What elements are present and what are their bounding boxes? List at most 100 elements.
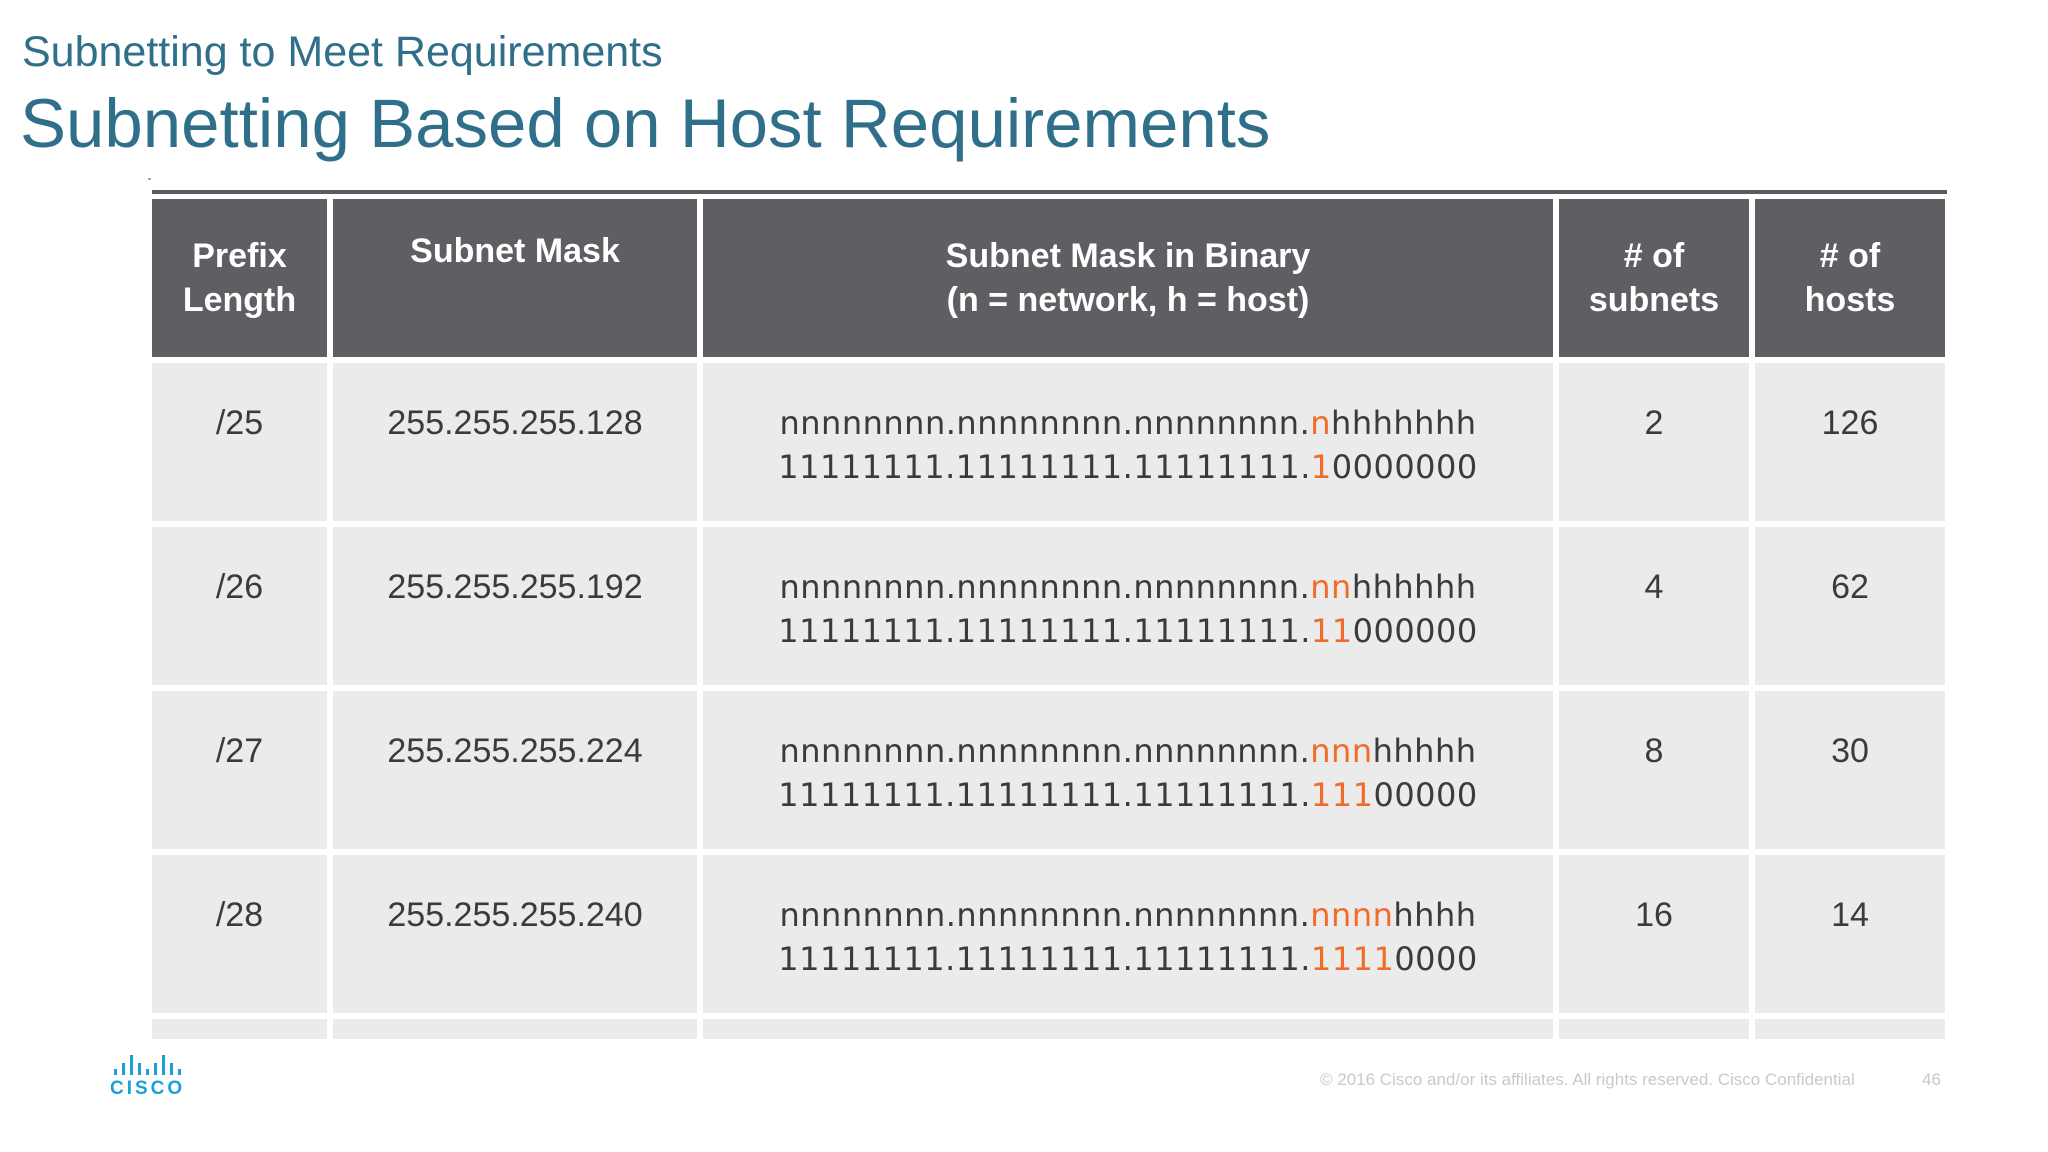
binary-cell: nnnnnnnn.nnnnnnnn.nnnnnnnn.nnhhhhhh 1111… <box>703 527 1553 685</box>
binary-host-bits: 000000 <box>1352 612 1478 650</box>
mask-value: 255.255.255.224 <box>387 732 643 770</box>
column-header-line: Subnet Mask <box>410 232 620 270</box>
copyright-footer: © 2016 Cisco and/or its affiliates. All … <box>1320 1070 1855 1089</box>
hosts-value: 14 <box>1831 896 1869 934</box>
subnet-table-container: Prefix Length Subnet Mask Subnet Mask in… <box>152 199 1947 1039</box>
table-row-cut-off <box>152 1019 1945 1039</box>
column-header-line: subnets <box>1588 281 1720 319</box>
cut-cell <box>1559 1019 1749 1039</box>
column-header-line: (n = network, h = host) <box>946 281 1310 319</box>
table-top-rule <box>152 190 1947 194</box>
binary-mask: 11111111.11111111.11111111.11110000 <box>703 937 1553 981</box>
pattern-host-bits: hhhhh <box>1372 732 1477 770</box>
mask-value: 255.255.255.128 <box>387 404 643 442</box>
pattern-host-bits: hhhhhhh <box>1331 404 1477 442</box>
cisco-wordmark: CISCO <box>110 1078 186 1099</box>
pattern-prefix: nnnnnnnn.nnnnnnnn.nnnnnnnn. <box>779 404 1311 442</box>
binary-mask: 11111111.11111111.11111111.11100000 <box>703 773 1553 817</box>
prefix-value: /26 <box>215 568 264 606</box>
prefix-cell: /26 <box>152 527 327 685</box>
subnets-value: 4 <box>1644 568 1664 606</box>
pattern-prefix: nnnnnnnn.nnnnnnnn.nnnnnnnn. <box>779 732 1311 770</box>
binary-prefix: 11111111.11111111.11111111. <box>778 612 1311 650</box>
binary-mask: 11111111.11111111.11111111.11000000 <box>703 609 1553 653</box>
mask-cell: 255.255.255.240 <box>333 855 697 1013</box>
hosts-value: 126 <box>1821 404 1879 442</box>
page-number: 46 <box>1922 1070 1941 1089</box>
pattern-borrowed-bits: nn <box>1310 568 1352 606</box>
binary-prefix: 11111111.11111111.11111111. <box>778 448 1311 486</box>
cut-cell <box>152 1019 327 1039</box>
column-header-prefix-length: Prefix Length <box>152 199 327 357</box>
hosts-cell: 62 <box>1755 527 1945 685</box>
binary-borrowed-bits: 11 <box>1310 612 1353 650</box>
hosts-value: 30 <box>1831 732 1869 770</box>
binary-borrowed-bits: 1 <box>1310 448 1332 486</box>
binary-borrowed-bits: 1111 <box>1310 940 1395 978</box>
prefix-value: /25 <box>215 404 264 442</box>
hosts-cell: 30 <box>1755 691 1945 849</box>
prefix-cell: /28 <box>152 855 327 1013</box>
subnets-value: 8 <box>1644 732 1664 770</box>
table-header-row: Prefix Length Subnet Mask Subnet Mask in… <box>152 199 1945 357</box>
binary-cell: nnnnnnnn.nnnnnnnn.nnnnnnnn.nnnnhhhh 1111… <box>703 855 1553 1013</box>
column-header-line: Length <box>182 281 297 319</box>
column-header-subnets: # of subnets <box>1559 199 1749 357</box>
binary-borrowed-bits: 111 <box>1310 776 1374 814</box>
binary-cell: nnnnnnnn.nnnnnnnn.nnnnnnnn.nhhhhhhh 1111… <box>703 363 1553 521</box>
network-host-pattern: nnnnnnnn.nnnnnnnn.nnnnnnnn.nnhhhhhh <box>703 565 1553 609</box>
table-row: /27 255.255.255.224 nnnnnnnn.nnnnnnnn.nn… <box>152 691 1945 849</box>
network-host-pattern: nnnnnnnn.nnnnnnnn.nnnnnnnn.nnnnhhhh <box>703 893 1553 937</box>
column-header-line: Subnet Mask in Binary <box>945 237 1311 275</box>
subnet-table: Prefix Length Subnet Mask Subnet Mask in… <box>152 199 1947 1039</box>
subnets-value: 2 <box>1644 404 1664 442</box>
subnets-value: 16 <box>1635 896 1673 934</box>
binary-host-bits: 0000 <box>1394 940 1478 978</box>
binary-mask: 11111111.11111111.11111111.10000000 <box>703 445 1553 489</box>
table-row: /26 255.255.255.192 nnnnnnnn.nnnnnnnn.nn… <box>152 527 1945 685</box>
hosts-cell: 126 <box>1755 363 1945 521</box>
hosts-value: 62 <box>1831 568 1869 606</box>
binary-prefix: 11111111.11111111.11111111. <box>778 776 1311 814</box>
binary-host-bits: 0000000 <box>1331 448 1478 486</box>
mask-cell: 255.255.255.192 <box>333 527 697 685</box>
cut-cell <box>1755 1019 1945 1039</box>
mask-cell: 255.255.255.128 <box>333 363 697 521</box>
cut-cell <box>333 1019 697 1039</box>
pattern-prefix: nnnnnnnn.nnnnnnnn.nnnnnnnn. <box>779 896 1311 934</box>
cisco-bars-icon <box>114 1055 192 1075</box>
pattern-borrowed-bits: nnnn <box>1310 896 1394 934</box>
column-header-subnet-mask: Subnet Mask <box>333 199 697 357</box>
mask-cell: 255.255.255.224 <box>333 691 697 849</box>
column-header-line: # of <box>1623 237 1685 275</box>
prefix-value: /28 <box>215 896 264 934</box>
binary-prefix: 11111111.11111111.11111111. <box>778 940 1311 978</box>
column-header-line: Prefix <box>192 237 287 275</box>
pattern-host-bits: hhhhhh <box>1351 568 1477 606</box>
subnets-cell: 4 <box>1559 527 1749 685</box>
column-header-line: # of <box>1819 237 1881 275</box>
mask-value: 255.255.255.192 <box>387 568 643 606</box>
section-subtitle: Subnetting to Meet Requirements <box>22 28 663 76</box>
column-header-hosts: # of hosts <box>1755 199 1945 357</box>
pattern-borrowed-bits: n <box>1310 404 1332 442</box>
pattern-prefix: nnnnnnnn.nnnnnnnn.nnnnnnnn. <box>779 568 1311 606</box>
prefix-value: /27 <box>215 732 264 770</box>
subnets-cell: 2 <box>1559 363 1749 521</box>
decorative-dot <box>148 178 151 180</box>
column-header-line: hosts <box>1804 281 1896 319</box>
table-row: /28 255.255.255.240 nnnnnnnn.nnnnnnnn.nn… <box>152 855 1945 1013</box>
column-header-binary: Subnet Mask in Binary (n = network, h = … <box>703 199 1553 357</box>
cut-cell <box>703 1019 1553 1039</box>
binary-host-bits: 00000 <box>1373 776 1478 814</box>
prefix-cell: /27 <box>152 691 327 849</box>
hosts-cell: 14 <box>1755 855 1945 1013</box>
pattern-host-bits: hhhh <box>1393 896 1477 934</box>
cisco-logo: CISCO <box>110 1055 192 1103</box>
table-row: /25 255.255.255.128 nnnnnnnn.nnnnnnnn.nn… <box>152 363 1945 521</box>
pattern-borrowed-bits: nnn <box>1310 732 1373 770</box>
subnets-cell: 8 <box>1559 691 1749 849</box>
mask-value: 255.255.255.240 <box>387 896 643 934</box>
binary-cell: nnnnnnnn.nnnnnnnn.nnnnnnnn.nnnhhhhh 1111… <box>703 691 1553 849</box>
prefix-cell: /25 <box>152 363 327 521</box>
